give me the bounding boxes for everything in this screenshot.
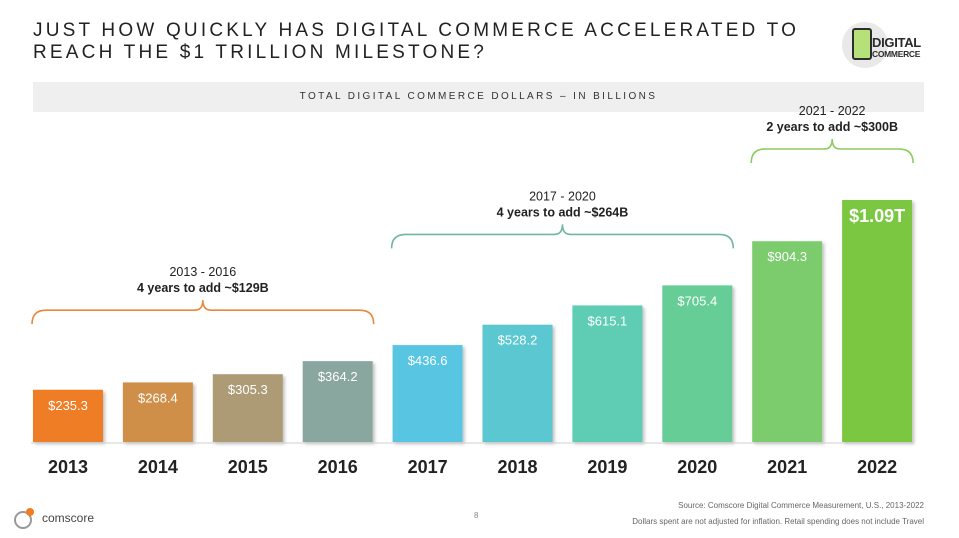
bar-2017 bbox=[392, 345, 463, 442]
data-label-2016: $364.2 bbox=[318, 369, 358, 384]
annotation-text-1: 4 years to add ~$129B bbox=[137, 281, 269, 295]
annotation-text-2: 4 years to add ~$264B bbox=[497, 205, 629, 219]
annotation-period-2: 2017 - 2020 bbox=[529, 189, 596, 203]
x-tick-2015: 2015 bbox=[228, 457, 268, 477]
logo-text-line1: DIGITAL bbox=[872, 35, 921, 50]
x-tick-2016: 2016 bbox=[318, 457, 358, 477]
annotation-period-3: 2021 - 2022 bbox=[799, 104, 866, 118]
bar-2015 bbox=[212, 374, 283, 442]
x-tick-2017: 2017 bbox=[408, 457, 448, 477]
brace-2017-2020 bbox=[390, 224, 735, 249]
bar-2018 bbox=[482, 324, 553, 442]
source-note: Source: Comscore Digital Commerce Measur… bbox=[678, 501, 924, 510]
brace-2013-2016 bbox=[31, 300, 375, 325]
bar-2019 bbox=[572, 305, 643, 442]
data-label-2020: $705.4 bbox=[677, 293, 717, 308]
x-tick-2021: 2021 bbox=[767, 457, 807, 477]
comscore-dot-icon bbox=[26, 508, 34, 516]
brace-2021-2022 bbox=[750, 138, 914, 164]
logo-text-line2: COMMERCE bbox=[872, 49, 921, 59]
inflation-note: Dollars spent are not adjusted for infla… bbox=[632, 517, 924, 526]
bar-2020 bbox=[662, 285, 733, 442]
x-tick-2019: 2019 bbox=[587, 457, 627, 477]
bar-2022 bbox=[842, 200, 913, 442]
phone-cart-icon bbox=[852, 28, 872, 60]
page-title: JUST HOW QUICKLY HAS DIGITAL COMMERCE AC… bbox=[33, 20, 800, 63]
data-label-2013: $235.3 bbox=[48, 398, 88, 413]
bar-2014 bbox=[122, 382, 193, 442]
annotation-period-1: 2013 - 2016 bbox=[169, 265, 236, 279]
data-label-2022: $1.09T bbox=[849, 206, 905, 226]
chart-subtitle-banner: TOTAL DIGITAL COMMERCE DOLLARS – IN BILL… bbox=[33, 82, 924, 112]
data-label-2018: $528.2 bbox=[498, 333, 538, 348]
data-label-2019: $615.1 bbox=[588, 313, 628, 328]
bar-2021 bbox=[752, 241, 823, 442]
data-label-2014: $268.4 bbox=[138, 390, 178, 405]
x-tick-2018: 2018 bbox=[497, 457, 537, 477]
comscore-icon bbox=[14, 511, 32, 529]
comscore-wordmark: comscore bbox=[42, 511, 95, 525]
comscore-logo: comscore bbox=[14, 508, 144, 530]
data-label-2017: $436.6 bbox=[408, 353, 448, 368]
bar-2016 bbox=[302, 361, 373, 442]
x-tick-2022: 2022 bbox=[857, 457, 897, 477]
x-tick-2020: 2020 bbox=[677, 457, 717, 477]
x-tick-2013: 2013 bbox=[48, 457, 88, 477]
x-tick-2014: 2014 bbox=[138, 457, 178, 477]
page-number: 8 bbox=[474, 511, 479, 520]
data-label-2021: $904.3 bbox=[767, 249, 807, 264]
digital-commerce-logo: DIGITAL COMMERCE bbox=[842, 22, 932, 68]
annotation-text-3: 2 years to add ~$300B bbox=[766, 120, 898, 134]
bar-2013 bbox=[33, 389, 103, 442]
data-label-2015: $305.3 bbox=[228, 382, 268, 397]
